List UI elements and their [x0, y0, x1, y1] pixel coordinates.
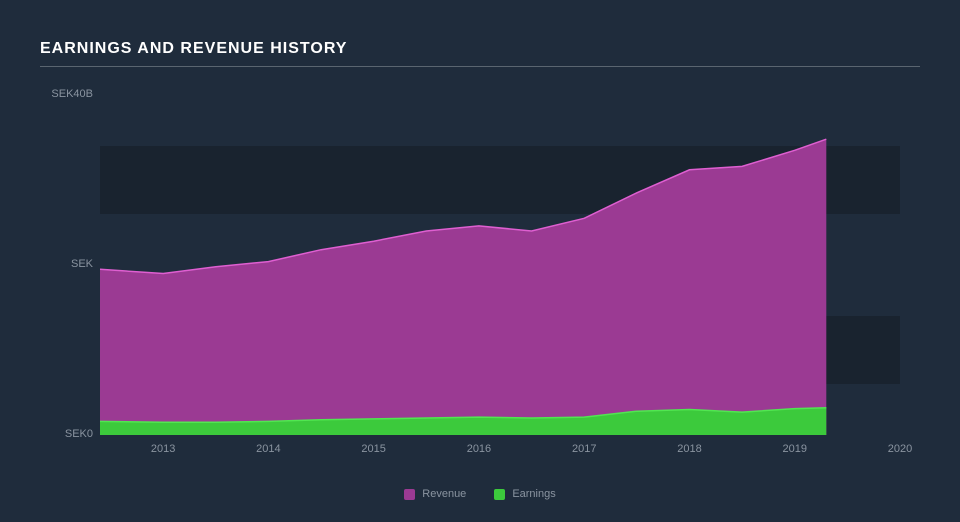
chart-container: EARNINGS AND REVENUE HISTORY SEK0SEKSEK4…	[0, 0, 960, 522]
x-tick-label: 2016	[467, 443, 491, 455]
x-tick-label: 2015	[361, 443, 385, 455]
legend-label-revenue: Revenue	[422, 488, 466, 500]
title-underline	[40, 66, 920, 67]
legend-label-earnings: Earnings	[512, 488, 555, 500]
x-tick-label: 2017	[572, 443, 596, 455]
x-tick-label: 2014	[256, 443, 280, 455]
x-tick-label: 2020	[888, 443, 912, 455]
y-tick-label: SEK40B	[38, 88, 93, 100]
x-tick-label: 2013	[151, 443, 175, 455]
legend-item-revenue: Revenue	[404, 488, 466, 500]
x-tick-label: 2019	[782, 443, 806, 455]
swatch-earnings	[494, 489, 505, 500]
area-revenue	[100, 139, 826, 435]
legend: Revenue Earnings	[0, 488, 960, 500]
chart-region: SEK0SEKSEK40B201320142015201620172018201…	[100, 95, 900, 435]
area-svg	[100, 95, 900, 435]
y-tick-label: SEK	[38, 258, 93, 270]
x-tick-label: 2018	[677, 443, 701, 455]
swatch-revenue	[404, 489, 415, 500]
y-tick-label: SEK0	[38, 428, 93, 440]
chart-title: EARNINGS AND REVENUE HISTORY	[40, 40, 920, 58]
legend-item-earnings: Earnings	[494, 488, 555, 500]
